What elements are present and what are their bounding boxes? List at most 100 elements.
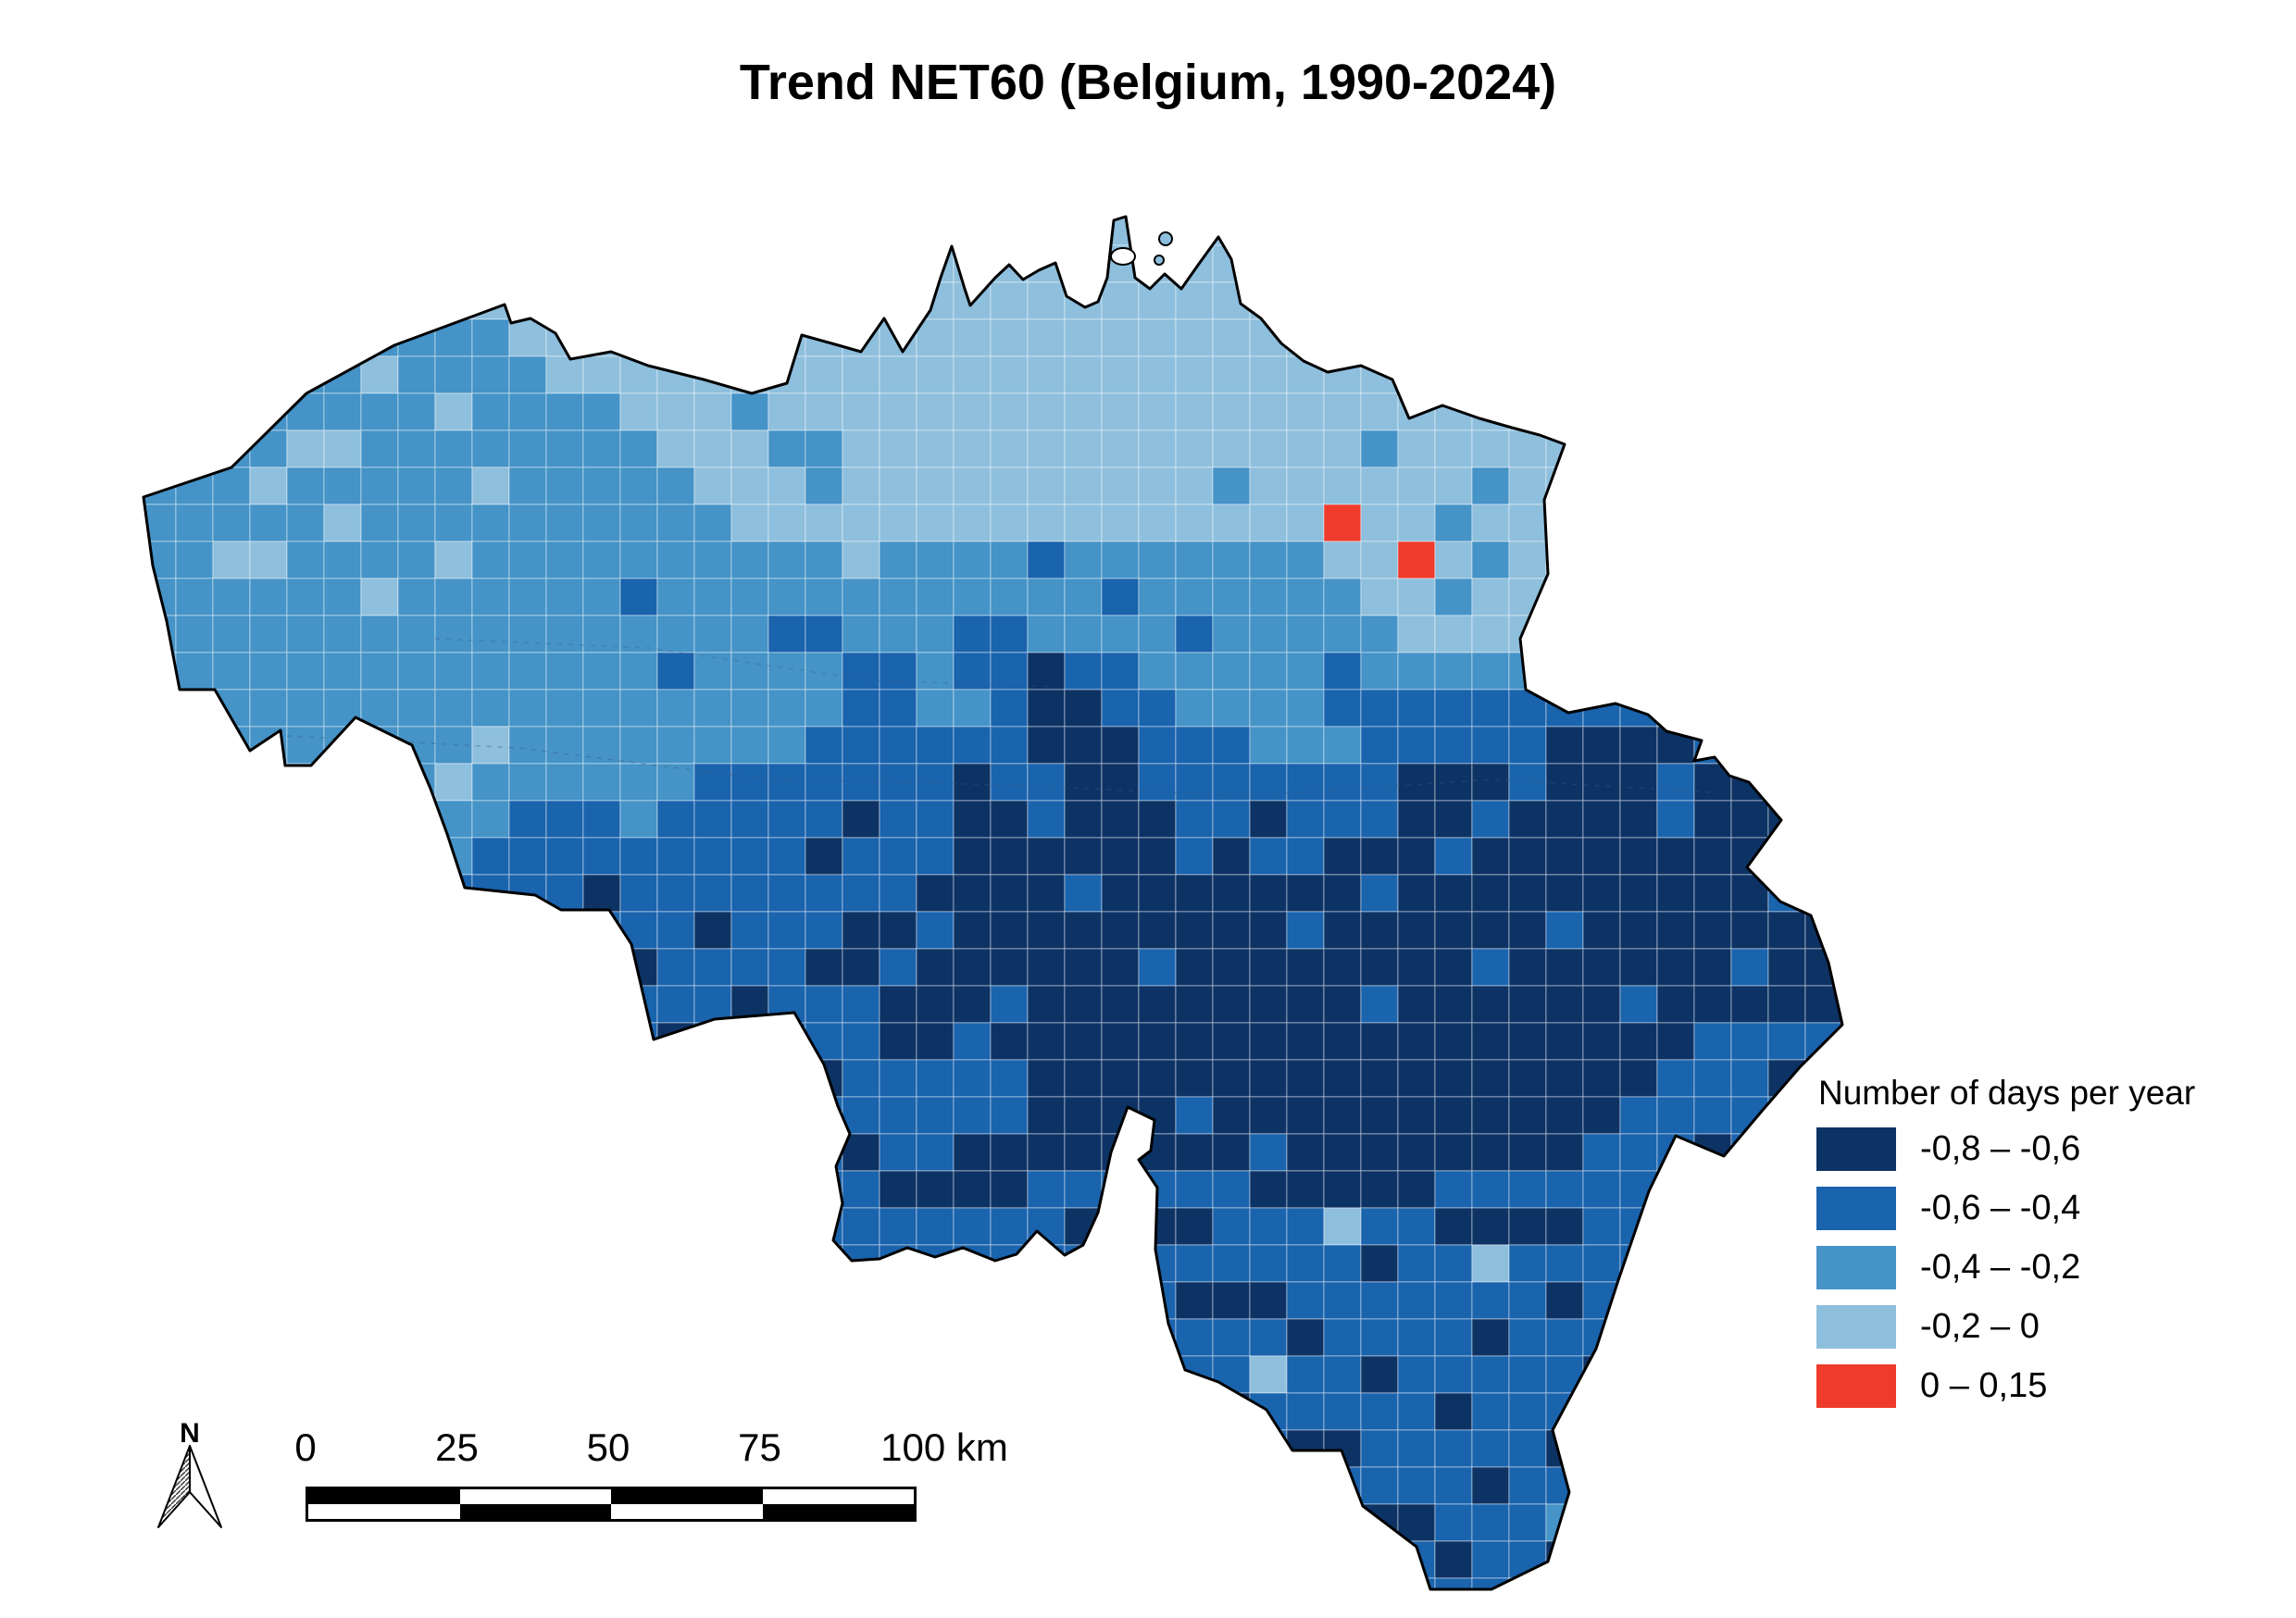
grid-cell [1619, 1207, 1658, 1246]
grid-cell [286, 1022, 325, 1061]
legend-swatch [1816, 1305, 1896, 1349]
grid-cell [249, 615, 288, 653]
grid-cell [767, 874, 806, 913]
grid-cell [1434, 1318, 1473, 1357]
grid-cell [1767, 985, 1806, 1024]
grid-cell [953, 948, 992, 987]
grid-cell [360, 911, 399, 950]
grid-cell [1212, 1096, 1251, 1135]
grid-cell [323, 1244, 362, 1283]
grid-cell [175, 1022, 214, 1061]
grid-cell [286, 1281, 325, 1320]
grid-cell [879, 1170, 917, 1209]
grid-cell [1360, 1170, 1399, 1209]
grid-cell [323, 911, 362, 950]
grid-cell [1138, 911, 1177, 950]
grid-cell [1286, 1540, 1325, 1579]
grid-cell [1508, 1170, 1547, 1209]
grid-cell [990, 837, 1029, 876]
grid-cell [1471, 1466, 1510, 1505]
grid-cell [990, 1318, 1029, 1357]
grid-cell [842, 541, 880, 579]
grid-cell [1360, 504, 1399, 542]
grid-cell [1360, 726, 1399, 765]
legend-item: -0,2 – 0 [1816, 1305, 2195, 1349]
grid-cell [1138, 392, 1177, 431]
grid-cell [953, 1392, 992, 1431]
grid-cell [434, 467, 473, 505]
grid-cell [842, 355, 880, 394]
grid-cell [1360, 281, 1399, 320]
grid-cell [1360, 429, 1399, 468]
grid-cell [434, 985, 473, 1024]
grid-cell [1138, 985, 1177, 1024]
grid-cell [545, 355, 584, 394]
grid-cell [1471, 429, 1510, 468]
grid-cell [730, 1244, 769, 1283]
grid-cell [990, 1503, 1029, 1542]
grid-cell [1064, 1059, 1103, 1098]
grid-cell [1582, 1577, 1621, 1589]
grid-cell [842, 392, 880, 431]
grid-cell [1545, 1207, 1584, 1246]
grid-cell [656, 392, 695, 431]
north-arrow-right-half [189, 1445, 222, 1528]
grid-cell [656, 948, 695, 987]
grid-cell [1693, 985, 1732, 1024]
grid-cell [471, 1207, 510, 1246]
grid-cell [619, 911, 658, 950]
grid-cell [805, 985, 843, 1024]
grid-cell [1767, 1170, 1806, 1209]
grid-cell [1730, 217, 1769, 246]
grid-cell [1619, 281, 1658, 320]
grid-cell [175, 1170, 214, 1209]
grid-cell [1101, 217, 1140, 246]
grid-cell [1508, 244, 1547, 283]
grid-cell [879, 504, 917, 542]
grid-cell [1323, 1318, 1362, 1357]
legend-swatch [1816, 1187, 1896, 1230]
grid-cell [730, 874, 769, 913]
grid-cell [1582, 1318, 1621, 1357]
grid-cell [990, 1281, 1029, 1320]
grid-cell [1101, 763, 1140, 802]
grid-cell [1249, 652, 1288, 691]
grid-cell [471, 578, 510, 616]
grid-cell [619, 800, 658, 839]
grid-cell [1175, 578, 1214, 616]
grid-cell [805, 1355, 843, 1394]
grid-cell [1656, 217, 1695, 246]
grid-cell [175, 318, 214, 357]
grid-cell [1434, 467, 1473, 505]
grid-cell [175, 1318, 214, 1357]
grid-cell [545, 763, 584, 802]
grid-cell [842, 467, 880, 505]
grid-cell [767, 1577, 806, 1589]
grid-cell [1249, 217, 1288, 246]
grid-cell [508, 217, 547, 246]
legend-item-label: 0 – 0,15 [1920, 1366, 2048, 1405]
grid-cell [916, 1133, 955, 1172]
grid-cell [1286, 1207, 1325, 1246]
grid-cell [1508, 837, 1547, 876]
grid-cell [842, 1429, 880, 1468]
grid-cell [1804, 355, 1842, 394]
grid-cell [1434, 1207, 1473, 1246]
grid-cell [1397, 467, 1436, 505]
grid-cell [1101, 948, 1140, 987]
grid-cell [582, 1577, 621, 1589]
grid-cell [730, 1281, 769, 1320]
grid-cell [1767, 1207, 1806, 1246]
grid-cell [953, 763, 992, 802]
grid-cell [879, 1281, 917, 1320]
grid-cell [212, 1281, 251, 1320]
grid-cell [953, 1022, 992, 1061]
grid-cell [144, 1355, 177, 1394]
grid-cell [582, 318, 621, 357]
grid-cell [1471, 1022, 1510, 1061]
grid-cell [545, 1133, 584, 1172]
grid-cell [953, 911, 992, 950]
grid-cell [397, 948, 436, 987]
grid-cell [1582, 800, 1621, 839]
grid-cell [1212, 1022, 1251, 1061]
